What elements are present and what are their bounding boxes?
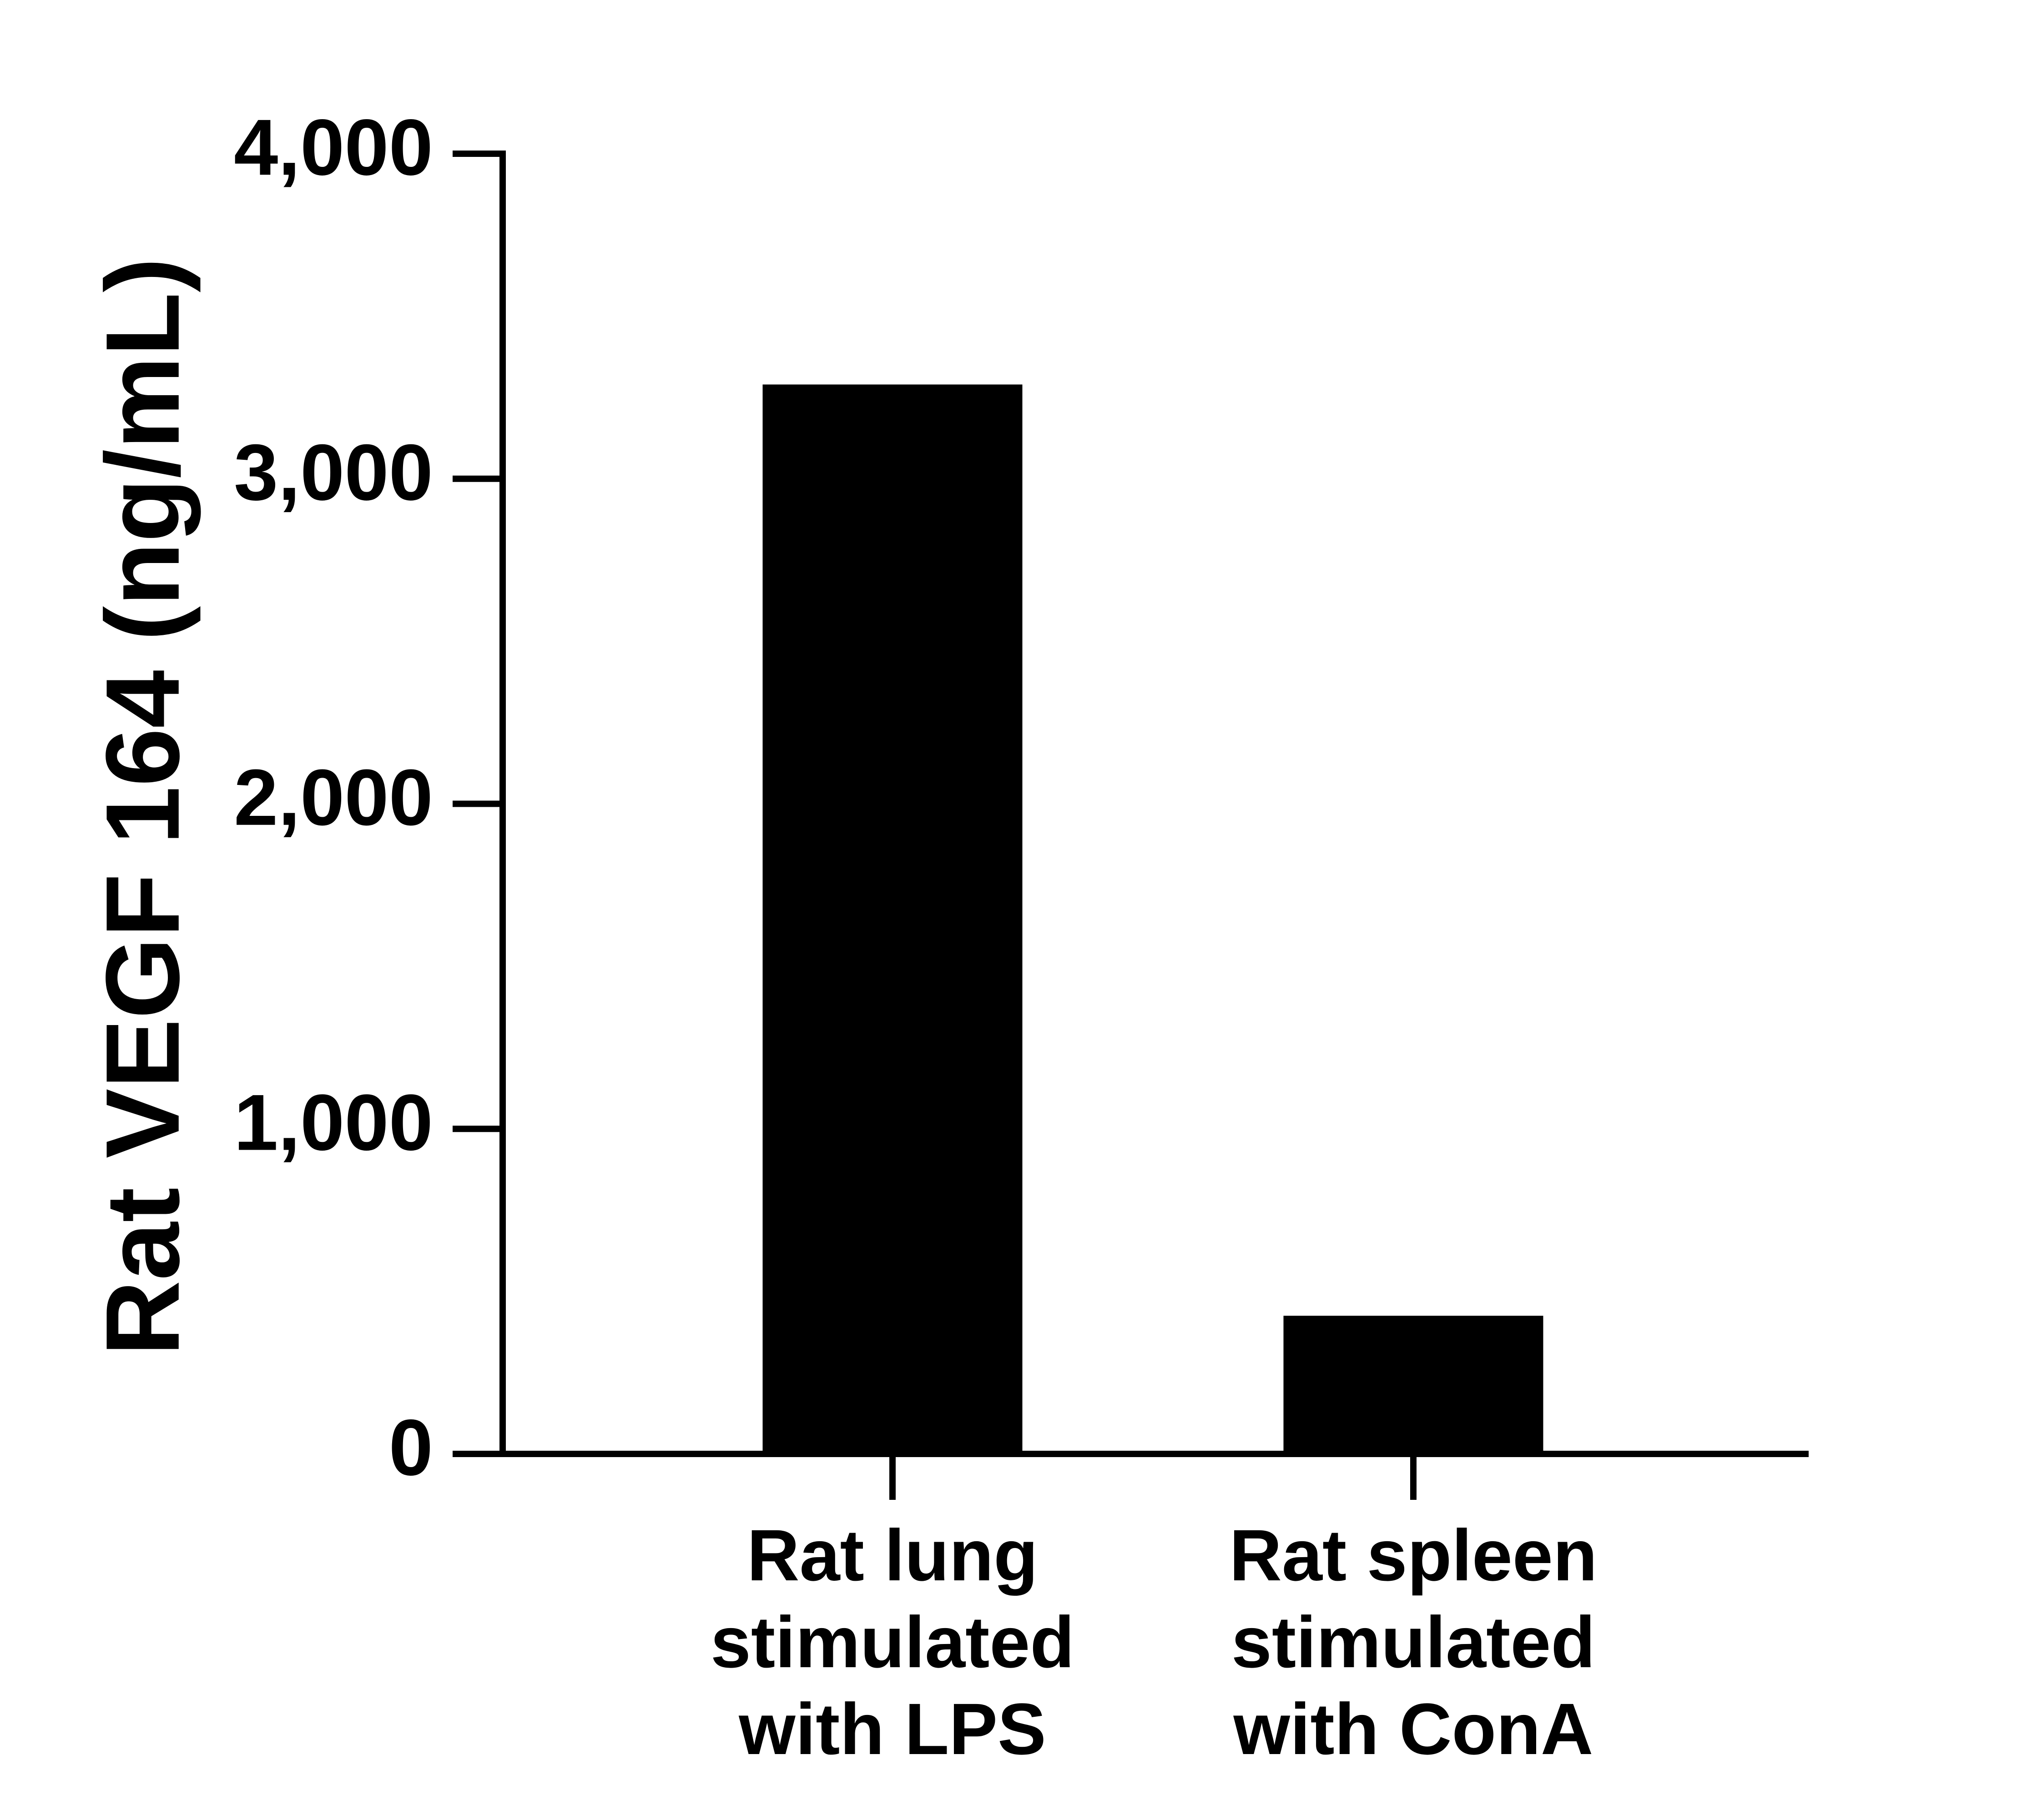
x-tick-label: Rat lung stimulated with LPS (711, 1514, 1074, 1770)
y-tick-label: 4,000 (234, 103, 433, 192)
y-tick-label: 3,000 (234, 428, 433, 517)
y-tick-label: 2,000 (234, 754, 433, 842)
bar (1283, 1316, 1543, 1454)
y-tick-label: 1,000 (234, 1078, 433, 1167)
x-tick-label: Rat spleen stimulated with ConA (1229, 1514, 1597, 1770)
y-tick-label: 0 (389, 1403, 433, 1492)
y-axis-label: Rat VEGF 164 (ng/mL) (84, 257, 201, 1356)
bar (762, 384, 1023, 1454)
